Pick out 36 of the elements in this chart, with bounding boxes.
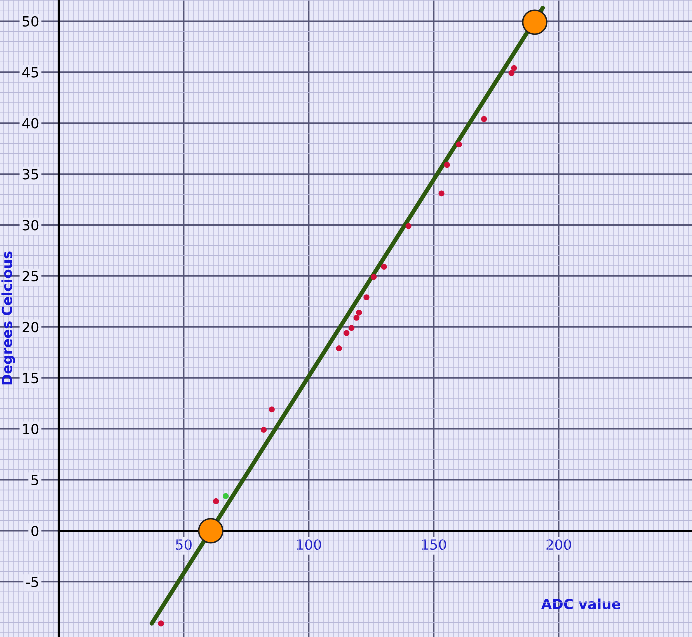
y-tick-label: 25: [22, 271, 38, 282]
point: [364, 294, 370, 301]
y-tick-label: 15: [23, 373, 38, 384]
y-tick-label: 10: [23, 424, 39, 435]
point: [381, 264, 388, 270]
point: [269, 406, 275, 413]
y-tick-label: 35: [22, 169, 38, 180]
y-tick-label: 0: [32, 526, 39, 536]
point: [354, 315, 360, 321]
point: [406, 223, 412, 230]
y-tick-label: 50: [22, 16, 39, 27]
point: [456, 142, 462, 148]
point: [371, 274, 377, 280]
point: [348, 325, 355, 332]
point: [356, 310, 362, 316]
point: [158, 620, 164, 627]
y-tick-label: 5: [32, 475, 38, 486]
point: [213, 498, 220, 504]
point: [261, 427, 267, 434]
point: [444, 162, 450, 168]
x-tick-label: 200: [546, 540, 572, 550]
point: [508, 70, 515, 76]
point: [511, 65, 518, 72]
y-tick-label: 45: [22, 68, 38, 78]
point: [223, 493, 229, 500]
point: [481, 116, 488, 122]
y-tick-label: 40: [22, 118, 39, 129]
y-tick-label: 30: [22, 220, 39, 231]
point: [336, 346, 342, 352]
point: [438, 190, 445, 197]
x-tick-label: 150: [422, 540, 446, 550]
x-tick-label: 50: [176, 540, 192, 550]
y-axis-title: Degrees Celcious: [2, 252, 16, 385]
y-tick-label: -5: [26, 577, 38, 588]
y-tick-label: 20: [22, 322, 39, 333]
point: [344, 330, 350, 336]
